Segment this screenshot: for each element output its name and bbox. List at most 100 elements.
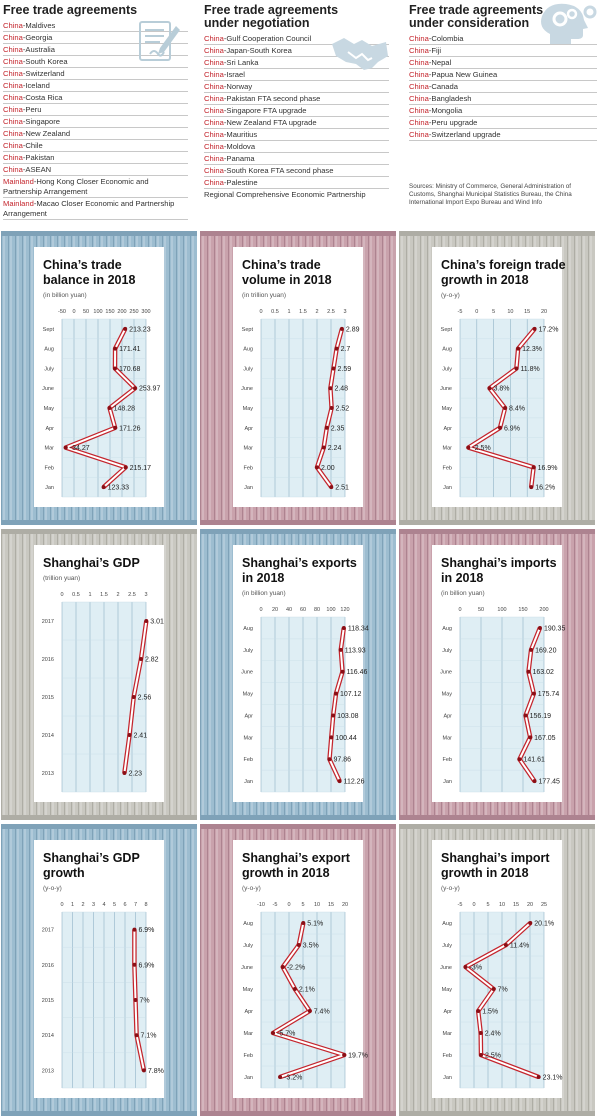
fta-list-item: China-Peru [3,104,188,116]
panel-top-bar [200,529,396,534]
fta-item-text: -Palestine [223,178,258,187]
fta-list-item: China-Fiji [409,45,597,57]
fta-list-item: China-Switzerland upgrade [409,129,597,141]
data-point [339,326,344,331]
fta-item-prefix: China [409,82,429,91]
category-label: Feb [45,465,54,471]
data-label: 2.89 [346,326,360,333]
data-label: 103.08 [337,713,359,720]
x-tick-label: 10 [499,902,505,908]
chart-subtitle: (y-o-y) [441,885,460,892]
category-label: July [44,366,54,372]
data-point [478,1031,483,1035]
chart-title: Shanghai’s imports [441,556,557,570]
panel-bottom-bar [200,1111,396,1116]
data-label: 190.35 [544,625,566,632]
data-label: 6.9% [138,927,154,934]
fta-list-item: China-ASEAN [3,164,188,176]
chart-panel-shanghai-imports: Shanghai’s imports in 2018 (in billion yua… [399,529,595,820]
fta-item-prefix: China [3,141,23,150]
document-pen-icon [139,21,180,61]
data-point [531,691,536,696]
chart-panel-shanghai-import-growth: Shanghai’s import growth in 2018 (y-o-y) -5… [399,824,595,1116]
category-label: Aug [44,347,54,353]
fta-item-prefix: China [204,46,224,55]
x-tick-label: 20 [527,902,533,908]
fta-item-prefix: China [3,117,23,126]
x-tick-label: -5 [273,902,278,908]
data-label: 7.1% [141,1033,157,1040]
category-label: Apr [443,1009,452,1015]
data-label: 170.68 [119,366,141,373]
x-tick-label: 5 [486,902,489,908]
data-point [503,406,508,410]
chart-panel-china-trade-volume: China’s trade volume in 2018 (in trillion … [200,231,396,525]
fta-item-text: -Peru upgrade [428,118,478,127]
category-label: Sept [242,327,254,333]
fta-negotiation-title: Free trade agreements under negotiation [204,3,339,30]
panel-bottom-bar [1,520,197,525]
category-label: Feb [443,1053,452,1059]
data-point [138,657,143,661]
fta-item-text: -Fiji [428,46,442,55]
data-label: 2.24 [328,445,342,452]
category-label: Apr [443,426,452,432]
fta-item-text: -Nepal [428,58,452,67]
data-point [334,346,339,351]
category-label: Sept [441,327,453,333]
fta-item-text: -Chile [22,141,43,150]
data-point [531,465,536,470]
x-tick-label: 50 [478,607,484,613]
fta-item-prefix: China [409,94,429,103]
x-tick-label: 10 [314,902,320,908]
data-label: 2.00 [321,465,335,472]
data-point [127,733,132,737]
data-label: 97.86 [334,757,352,764]
data-label: 156.19 [530,713,552,720]
data-point [342,1053,347,1057]
fta-list-item: China-Japan-South Korea [204,45,389,57]
fta-item-prefix: China [204,166,224,175]
fta-item-text: -Costa Rica [22,93,63,102]
data-label: 2.48 [334,386,348,393]
category-label: May [243,987,254,993]
data-point [526,669,531,674]
x-tick-label: -50 [58,309,66,315]
category-label: Aug [243,626,253,632]
chart-title: balance in 2018 [43,273,135,287]
fta-item-prefix: China [3,153,23,162]
fta-item-text: -Canada [428,82,458,91]
fta-item-text: -South Korea FTA second phase [223,166,334,175]
fta-item-text: -New Zealand FTA upgrade [223,118,317,127]
data-label: 3.5% [303,943,319,950]
x-tick-label: 2.5 [327,309,335,315]
category-label: Sept [43,327,55,333]
fta-list-item: China-South Korea FTA second phase [204,165,389,177]
fta-list-item: China-Mauritius [204,129,389,141]
panel-bottom-bar [399,1111,595,1116]
fta-column-negotiation: Free trade agreements under negotiation … [204,0,389,225]
category-label: Jan [443,1075,452,1081]
data-label: 11.4% [510,943,529,950]
data-point [503,943,508,947]
category-label: Apr [443,713,452,719]
fta-item-prefix: China [204,154,224,163]
data-label: 107.12 [340,691,362,698]
fta-list-item: China-Peru upgrade [409,117,597,129]
fta-negotiation-list: China-Gulf Cooperation Council China-Japa… [204,33,389,201]
data-point [101,485,106,490]
panel-bottom-bar [399,520,595,525]
category-label: May [243,406,254,412]
category-label: July [442,943,452,949]
category-label: June [241,965,253,971]
fta-item-text: -Australia [22,45,55,54]
panel-bottom-bar [200,520,396,525]
chart-title: China’s trade [43,258,122,272]
data-point [514,366,519,371]
data-point [133,998,138,1002]
data-label: 16.9% [538,465,558,472]
fta-item-prefix: China [204,34,224,43]
fta-item-text: -Pakistan [22,153,55,162]
